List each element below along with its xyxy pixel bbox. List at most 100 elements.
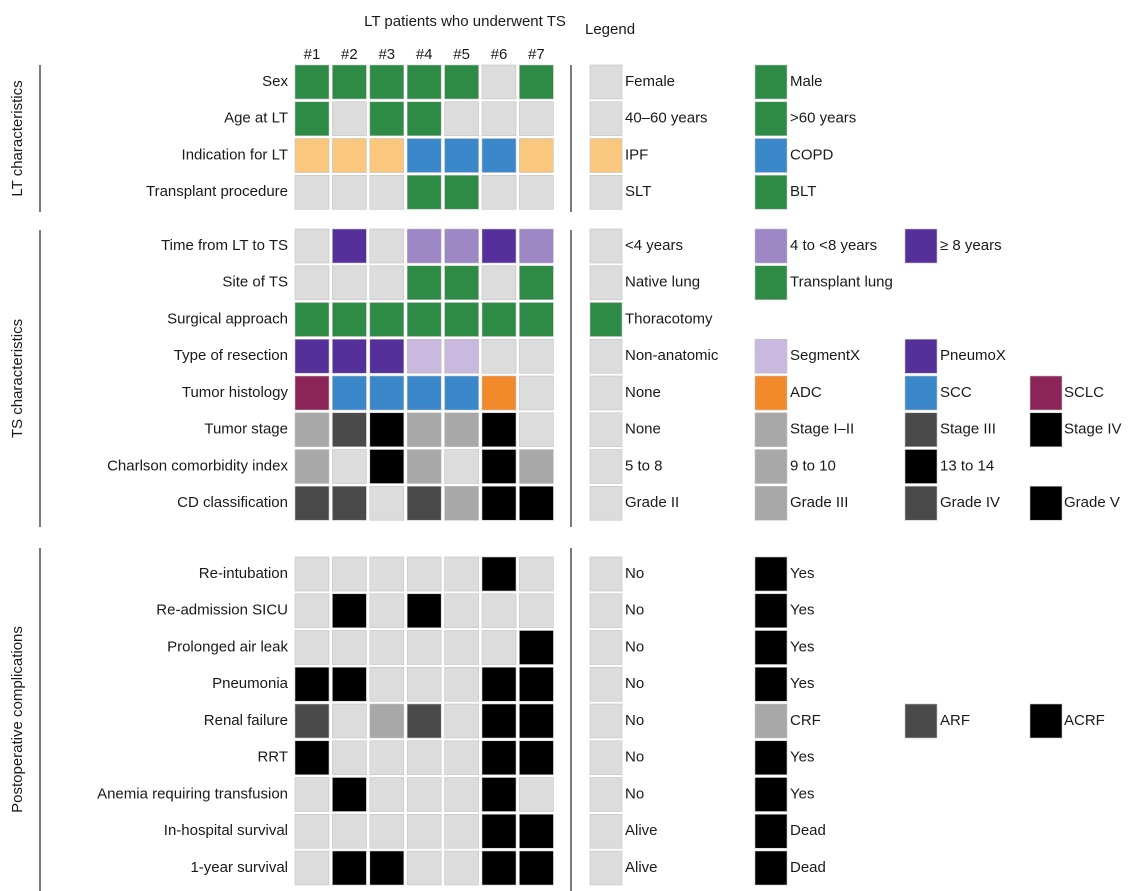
- legend-swatch: [754, 174, 788, 210]
- cell: [332, 101, 367, 137]
- legend-swatch: [754, 228, 788, 264]
- cell: [369, 338, 405, 374]
- legend-label: Dead: [790, 859, 826, 876]
- cell: [481, 302, 517, 337]
- legend-label: PneumoX: [940, 347, 1006, 364]
- cell: [481, 556, 517, 592]
- cell: [369, 138, 405, 173]
- legend-swatch: [589, 777, 623, 812]
- legend-swatch: [589, 703, 623, 739]
- cell: [369, 703, 405, 739]
- cell: [294, 64, 330, 100]
- cell: [519, 850, 554, 886]
- cell: [332, 666, 367, 702]
- legend-swatch: [589, 813, 623, 849]
- legend-swatch: [754, 703, 788, 739]
- legend-swatch: [589, 265, 623, 301]
- cell: [481, 265, 517, 301]
- legend-swatch: [754, 101, 788, 137]
- cell: [406, 174, 442, 210]
- cell: [444, 101, 479, 137]
- legend-swatch: [904, 338, 938, 374]
- cell: [519, 302, 554, 337]
- legend-swatch: [904, 375, 938, 411]
- legend-swatch: [754, 740, 788, 776]
- cell: [294, 740, 330, 776]
- legend-label: COPD: [790, 146, 834, 163]
- legend-label: ≥ 8 years: [940, 237, 1002, 254]
- legend-swatch: [1029, 485, 1063, 521]
- legend-label: Thoracotomy: [625, 310, 713, 327]
- legend-label: SLT: [625, 183, 651, 200]
- row-label: CD classification: [177, 494, 288, 511]
- cell: [294, 593, 330, 629]
- cell: [444, 740, 479, 776]
- legend-swatch: [754, 666, 788, 702]
- legend-label: SegmentX: [790, 347, 860, 364]
- row-label: Pneumonia: [212, 675, 289, 692]
- legend-label: IPF: [625, 146, 648, 163]
- cell: [519, 412, 554, 448]
- legend-swatch: [589, 138, 623, 173]
- cell: [406, 375, 442, 411]
- cell: [294, 174, 330, 210]
- cell: [481, 813, 517, 849]
- legend-label: No: [625, 675, 644, 692]
- legend-label: <4 years: [625, 237, 683, 254]
- cell: [406, 740, 442, 776]
- cell: [369, 375, 405, 411]
- cell: [369, 630, 405, 665]
- cell: [294, 777, 330, 812]
- cell: [444, 228, 479, 264]
- cell: [332, 813, 367, 849]
- cell: [332, 174, 367, 210]
- legend-swatch: [754, 338, 788, 374]
- cell: [444, 813, 479, 849]
- row-label: Time from LT to TS: [161, 237, 288, 254]
- legend-label: None: [625, 421, 661, 438]
- cell: [519, 138, 554, 173]
- cell: [369, 666, 405, 702]
- cell: [481, 101, 517, 137]
- legend-swatch: [1029, 375, 1063, 411]
- cell: [369, 412, 405, 448]
- legend-swatch: [754, 265, 788, 301]
- cell: [481, 703, 517, 739]
- cell: [444, 375, 479, 411]
- legend-label: Yes: [790, 675, 814, 692]
- cell: [444, 138, 479, 173]
- patient-label: #3: [378, 46, 395, 63]
- cell: [294, 850, 330, 886]
- cell: [369, 64, 405, 100]
- legend-label: >60 years: [790, 110, 856, 127]
- legend-title: Legend: [585, 21, 635, 38]
- cell: [294, 813, 330, 849]
- cell: [332, 412, 367, 448]
- legend-swatch: [589, 64, 623, 100]
- cell: [369, 485, 405, 521]
- legend-label: 9 to 10: [790, 457, 836, 474]
- cell: [444, 485, 479, 521]
- cell: [519, 703, 554, 739]
- cell: [294, 375, 330, 411]
- legend-label: Grade IV: [940, 494, 1000, 511]
- cell: [481, 740, 517, 776]
- legend-label: BLT: [790, 183, 816, 200]
- cell: [406, 302, 442, 337]
- cell: [481, 630, 517, 665]
- cell: [406, 703, 442, 739]
- row-label: Prolonged air leak: [167, 638, 288, 655]
- cell: [294, 302, 330, 337]
- legend-swatch: [754, 630, 788, 665]
- cell: [519, 375, 554, 411]
- legend-label: Female: [625, 73, 675, 90]
- cell: [294, 556, 330, 592]
- row-label: Indication for LT: [182, 146, 288, 163]
- legend-label: Stage III: [940, 421, 996, 438]
- legend-label: Male: [790, 73, 823, 90]
- row-label: 1-year survival: [190, 859, 288, 876]
- cell: [294, 138, 330, 173]
- legend-label: 13 to 14: [940, 457, 994, 474]
- legend-swatch: [754, 777, 788, 812]
